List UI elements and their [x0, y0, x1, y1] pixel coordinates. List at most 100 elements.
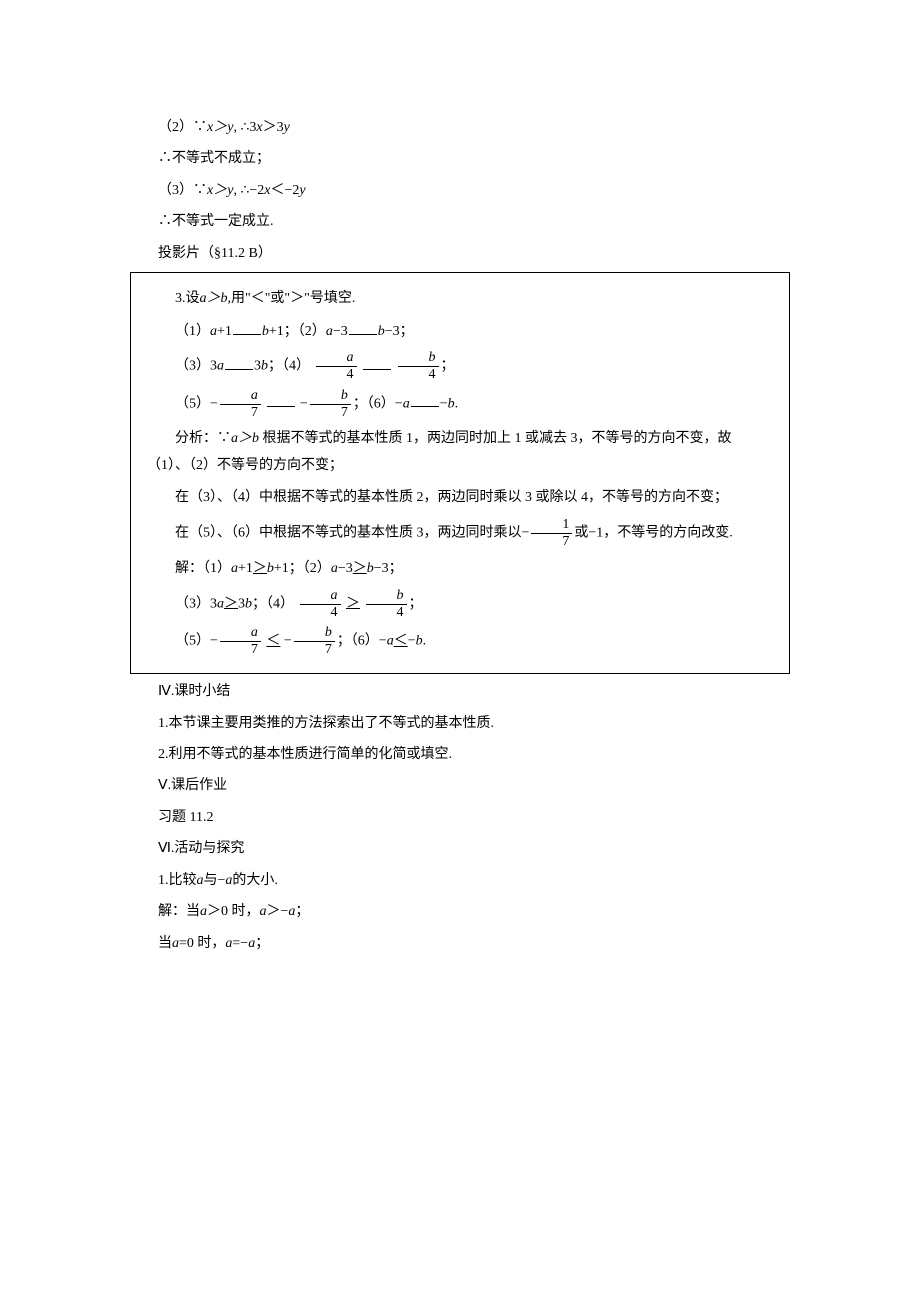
- ans: ＞: [346, 596, 360, 611]
- t: ＞0 时，: [207, 904, 260, 919]
- num: b: [310, 389, 351, 405]
- t: 或−1，不等号的方向改变.: [574, 526, 732, 541]
- t: .: [423, 634, 427, 649]
- t: ,用"＜"或"＞"号填空.: [228, 291, 356, 306]
- var: b: [267, 561, 274, 576]
- var: a: [331, 561, 338, 576]
- t: （3）∵: [158, 183, 207, 198]
- t: ＞: [346, 596, 360, 611]
- t: 习题 11.2: [158, 810, 213, 825]
- t: Ⅳ.课时小结: [158, 684, 230, 699]
- t: +1: [238, 561, 253, 576]
- h-homework: Ⅴ.课后作业: [130, 773, 790, 800]
- blank: [411, 394, 439, 408]
- t: +1: [217, 324, 232, 339]
- var: a: [217, 359, 224, 374]
- t: ∴不等式一定成立.: [158, 214, 274, 229]
- act-sol-1: 解：当a＞0 时，a＞−a；: [130, 899, 790, 926]
- var: b: [262, 324, 269, 339]
- var: b: [378, 324, 385, 339]
- t: .: [455, 396, 459, 411]
- ans: ＞: [224, 596, 238, 611]
- t: 解：当: [158, 904, 200, 919]
- t: +1；（2）: [269, 324, 326, 339]
- frac: a4: [316, 351, 357, 382]
- t: Ⅴ.课后作业: [158, 778, 227, 793]
- frac: b4: [398, 351, 439, 382]
- var: a＞b: [200, 291, 228, 306]
- t: 1.本节课主要用类推的方法探索出了不等式的基本性质.: [158, 716, 494, 731]
- t: −3；: [374, 561, 403, 576]
- t: 3: [254, 359, 261, 374]
- t: ；: [295, 904, 309, 919]
- q3-1-2: （1）a+1b+1；（2）a−3b−3；: [147, 319, 773, 346]
- t: ＜−2: [270, 183, 299, 198]
- h-summary: Ⅳ.课时小结: [130, 679, 790, 706]
- ans: ＜: [266, 634, 280, 649]
- t: ；: [409, 596, 423, 611]
- t: （5）−: [175, 634, 218, 649]
- t: 3.设: [175, 291, 200, 306]
- frac: 17: [531, 518, 572, 549]
- var: b: [416, 634, 423, 649]
- var: b: [261, 359, 268, 374]
- t: =−: [232, 936, 248, 951]
- var: a: [326, 324, 333, 339]
- t: （3）3: [175, 359, 217, 374]
- var: a: [217, 596, 224, 611]
- var: a: [231, 561, 238, 576]
- t: 在（5）、（6）中根据不等式的基本性质 3，两边同时乘以−: [175, 526, 529, 541]
- q3-5-6: （5）−a7 −b7；（6）−a−b.: [147, 389, 773, 420]
- den: 4: [316, 367, 357, 382]
- h-activity: Ⅵ.活动与探究: [130, 836, 790, 863]
- num: a: [220, 626, 261, 642]
- line-3: （3）∵x＞y, ∴−2x＜−2y: [130, 178, 790, 205]
- ans: ＞: [353, 561, 367, 576]
- num: a: [316, 351, 357, 367]
- t: =0 时，: [179, 936, 225, 951]
- sol-1-2: 解：（1）a+1＞b+1；（2）a−3＞b−3；: [147, 556, 773, 583]
- var: b: [367, 561, 374, 576]
- t: , ∴−2: [233, 183, 264, 198]
- blank: [267, 394, 295, 408]
- sol-5-6: （5）−a7 ＜ −b7；（6）−a＜−b.: [147, 626, 773, 657]
- blank: [233, 321, 261, 335]
- homework: 习题 11.2: [130, 805, 790, 832]
- t: −: [408, 634, 416, 649]
- t: 投影片（§11.2 B）: [158, 246, 272, 261]
- t: ＜: [394, 634, 408, 649]
- frac: a4: [300, 589, 341, 620]
- var: a: [172, 936, 179, 951]
- var: b: [245, 596, 252, 611]
- den: 4: [300, 605, 341, 620]
- frac: b4: [366, 589, 407, 620]
- var: a: [260, 904, 267, 919]
- blank: [349, 321, 377, 335]
- t: （3）3: [175, 596, 217, 611]
- analysis-1: 分析：∵a＞b 根据不等式的基本性质 1，两边同时加上 1 或减去 3，不等号的…: [147, 426, 773, 479]
- t: −3: [338, 561, 353, 576]
- den: 7: [310, 405, 351, 420]
- q3: 3.设a＞b,用"＜"或"＞"号填空.: [147, 286, 773, 313]
- t: 分析：∵: [175, 431, 231, 446]
- analysis-2: 在（3）、（4）中根据不等式的基本性质 2，两边同时乘以 3 或除以 4，不等号…: [147, 485, 773, 512]
- t: ；（4）: [252, 596, 294, 611]
- var: a: [197, 873, 204, 888]
- den: 7: [220, 642, 261, 657]
- var: x＞y: [207, 183, 233, 198]
- t: ＜: [266, 634, 280, 649]
- page: （2）∵x＞y, ∴3x＞3y ∴不等式不成立； （3）∵x＞y, ∴−2x＜−…: [0, 0, 920, 1302]
- analysis-3: 在（5）、（6）中根据不等式的基本性质 3，两边同时乘以−17或−1，不等号的方…: [147, 518, 773, 549]
- num: a: [220, 389, 261, 405]
- var: y: [284, 120, 290, 135]
- sol-3-4: （3）3a＞3b；（4） a4 ＞ b4；: [147, 589, 773, 620]
- den: 4: [366, 605, 407, 620]
- line-2: （2）∵x＞y, ∴3x＞3y: [130, 115, 790, 142]
- t: ；（6）−: [337, 634, 387, 649]
- var: b: [448, 396, 455, 411]
- t: Ⅵ.活动与探究: [158, 841, 244, 856]
- line-5: 投影片（§11.2 B）: [130, 241, 790, 268]
- den: 7: [294, 642, 335, 657]
- t: ＞: [224, 596, 238, 611]
- var: a: [200, 904, 207, 919]
